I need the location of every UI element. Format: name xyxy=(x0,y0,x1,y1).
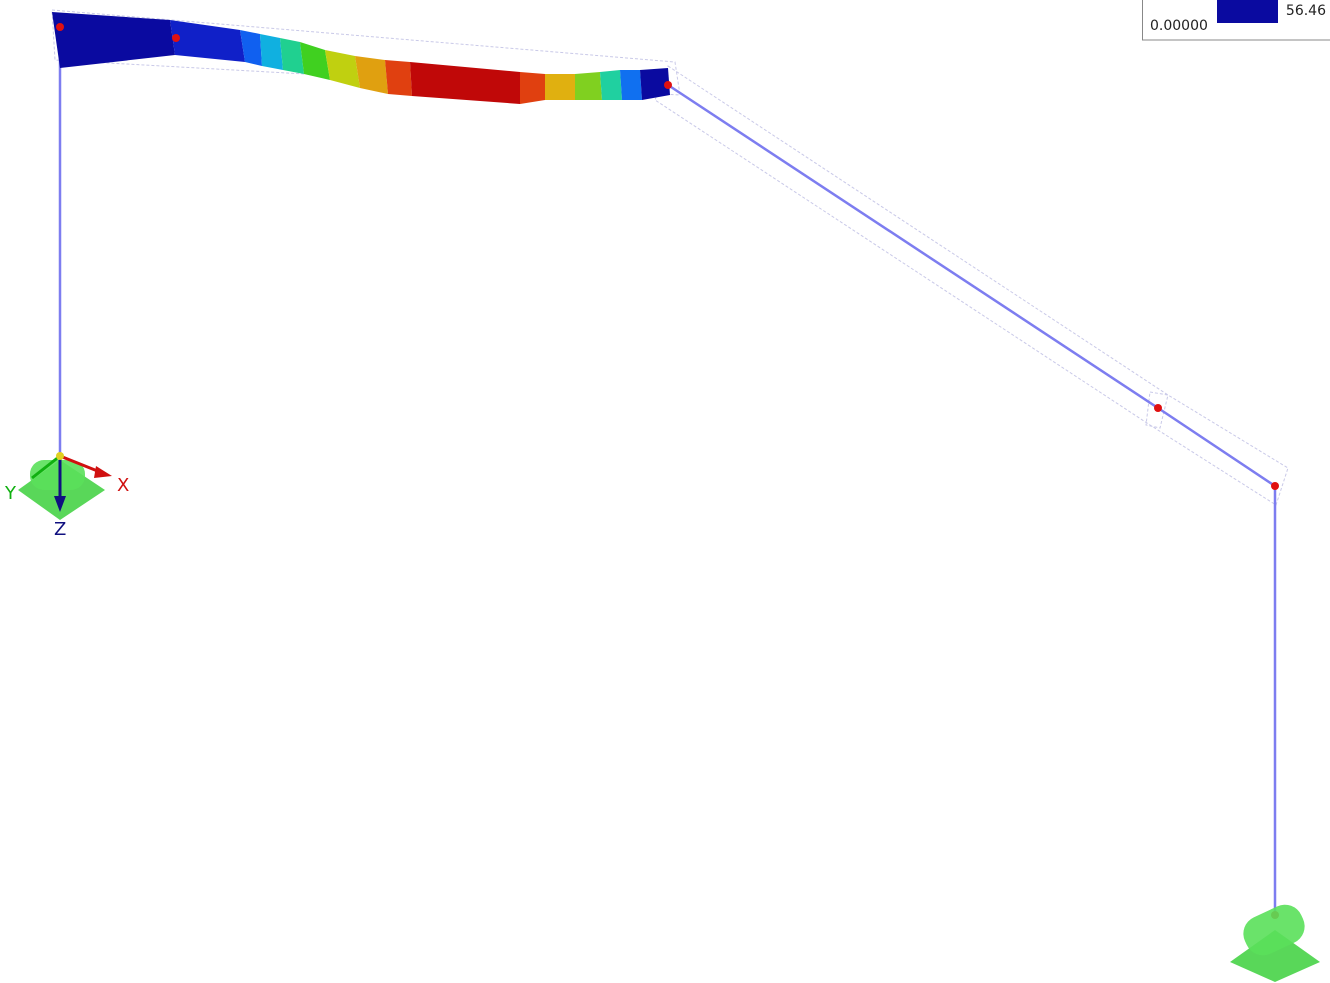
members xyxy=(60,20,1275,915)
nodes xyxy=(56,23,1279,919)
support-right xyxy=(1230,899,1320,982)
segment xyxy=(52,12,175,68)
segment xyxy=(545,74,575,100)
segment xyxy=(575,72,602,100)
node xyxy=(56,23,64,31)
segment xyxy=(620,70,642,100)
viewport: X Y Z 56.46 0.00000 xyxy=(0,0,1330,983)
x-arrow xyxy=(94,466,112,478)
segment xyxy=(520,72,545,104)
axis-label: X xyxy=(117,475,129,496)
node xyxy=(664,81,672,89)
page: X Y Z 56.46 0.00000 (() => { const data … xyxy=(0,0,1330,983)
node xyxy=(1271,482,1279,490)
segment xyxy=(385,60,412,96)
legend-swatch xyxy=(1217,0,1278,23)
segment xyxy=(300,42,330,80)
origin xyxy=(56,452,64,460)
segment xyxy=(600,70,622,100)
legend: 56.46 0.00000 xyxy=(1143,0,1330,40)
rafter xyxy=(668,85,1158,408)
legend-min: 0.00000 xyxy=(1150,18,1208,34)
node xyxy=(1154,404,1162,412)
segment xyxy=(260,34,283,70)
segment xyxy=(170,20,245,62)
axis-label: Y xyxy=(4,483,17,504)
support-roller xyxy=(30,460,85,490)
segment xyxy=(410,62,520,104)
segment xyxy=(355,56,388,94)
rafter xyxy=(1158,408,1275,486)
legend-max: 56.46 xyxy=(1286,3,1326,19)
segment xyxy=(325,50,360,88)
deformed-beam xyxy=(52,12,670,104)
node xyxy=(172,34,180,42)
axis-label: Z xyxy=(54,519,66,540)
